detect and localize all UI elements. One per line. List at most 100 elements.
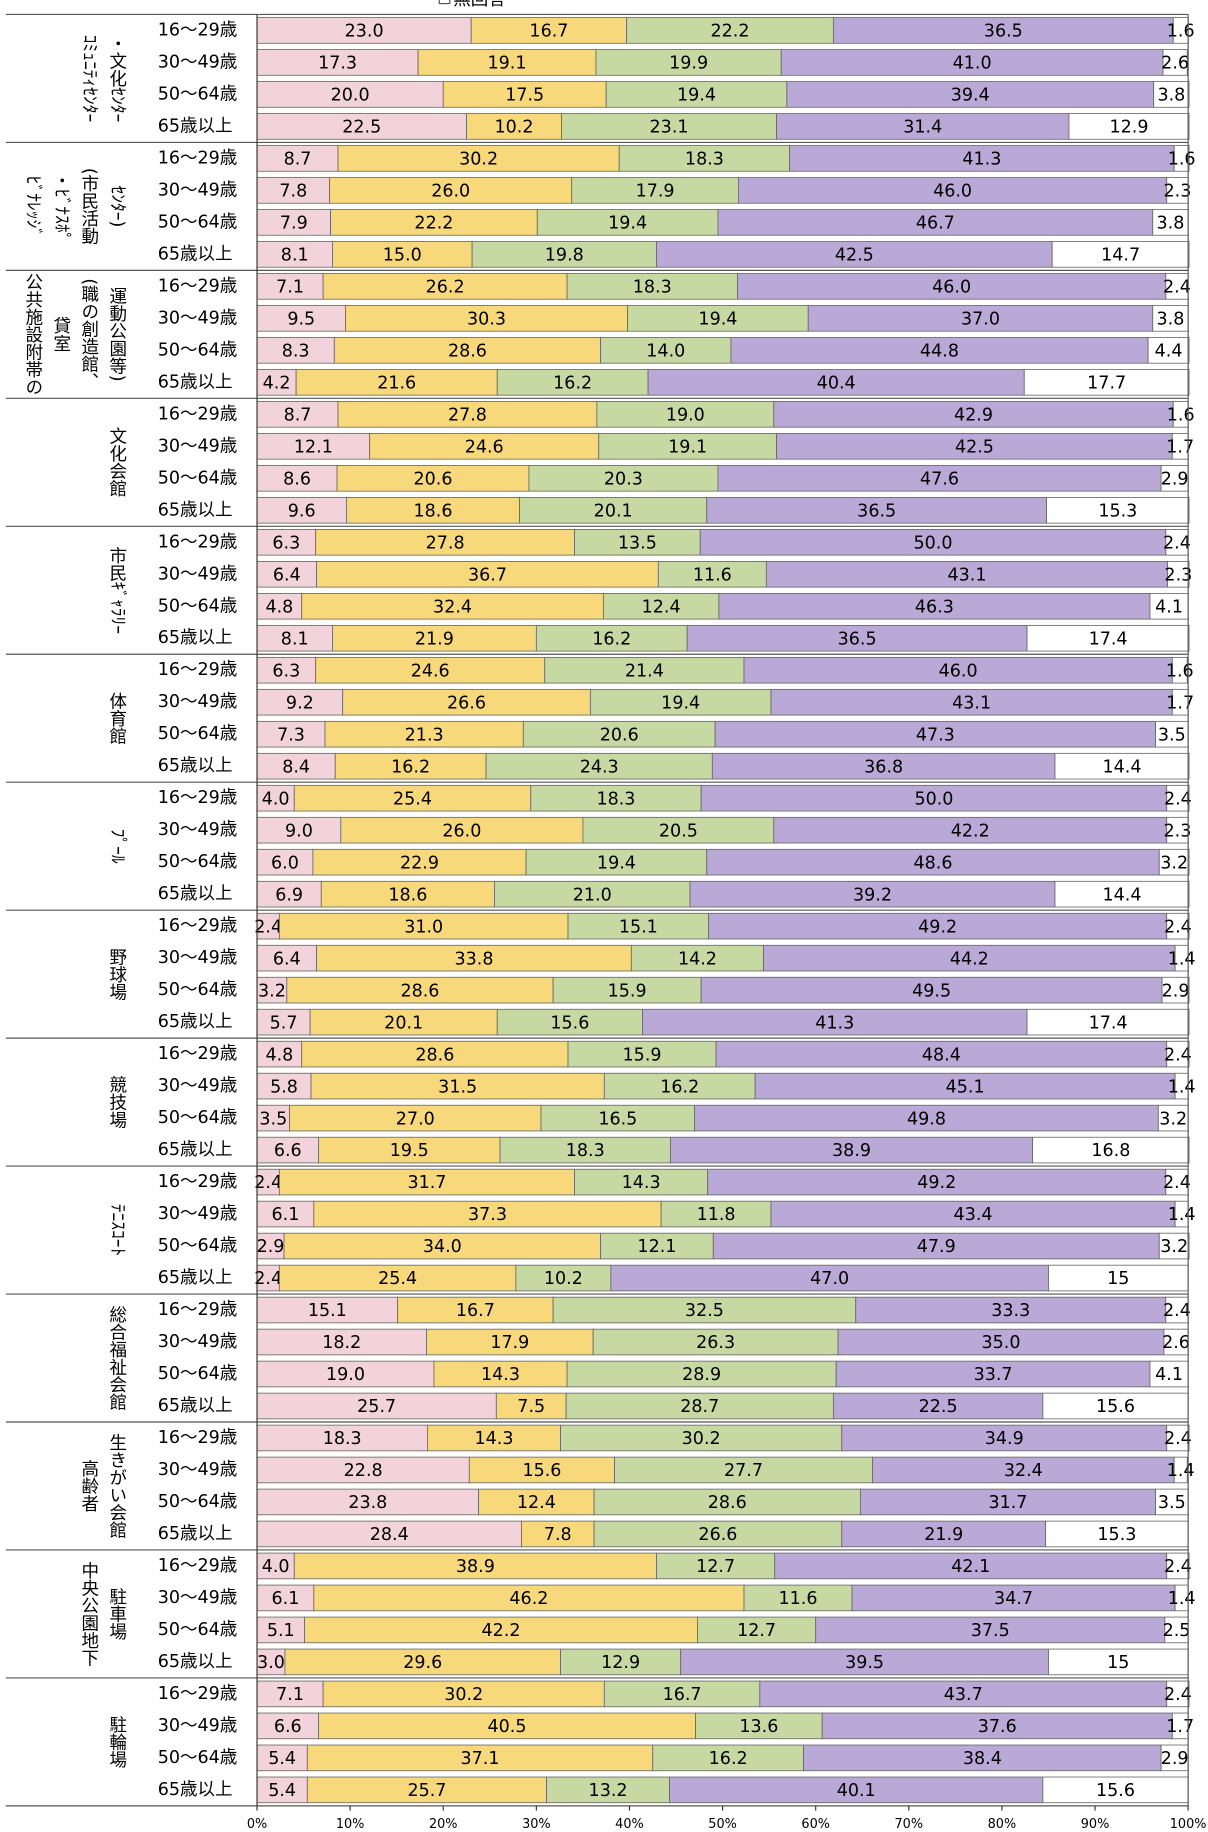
value-label: 19.9 (669, 54, 708, 74)
bar-segment (256, 529, 317, 556)
value-label: 31.7 (988, 1493, 1027, 1513)
value-label: 39.2 (853, 885, 892, 905)
value-label: 1.4 (1168, 949, 1196, 969)
bar-segment (1166, 1040, 1190, 1068)
value-label: 15.6 (1096, 1781, 1135, 1801)
bar-segment (256, 401, 339, 428)
value-label: 26.0 (442, 821, 481, 841)
category-label: 16～29歳 (158, 532, 238, 552)
bar-segment (743, 656, 1173, 684)
bar-segment (515, 1264, 612, 1292)
value-label: 48.6 (914, 853, 953, 873)
value-label: 19.8 (545, 246, 584, 266)
bar-segment (1166, 1424, 1190, 1452)
bar-segment (669, 1776, 1044, 1804)
value-label: 29.6 (403, 1653, 442, 1673)
value-label: 34.9 (985, 1429, 1024, 1449)
bar-segment (567, 912, 710, 940)
bar-segment (278, 1168, 575, 1196)
value-label: 6.3 (272, 661, 300, 681)
bar-segment (1158, 848, 1190, 876)
bar-segment (835, 1360, 1151, 1388)
bar-segment (322, 1680, 605, 1708)
bar-segment (278, 912, 569, 940)
bar-segment (660, 1200, 772, 1228)
bar-segment (320, 880, 495, 908)
value-label: 2.4 (1164, 1429, 1192, 1449)
value-label: 14.0 (646, 342, 685, 362)
bar-segment (859, 1488, 1156, 1516)
value-label: 8.3 (282, 342, 310, 362)
value-label: 20.5 (659, 821, 698, 841)
bar-segment (561, 113, 777, 140)
value-label: 16.7 (663, 1685, 702, 1705)
bar-segment (837, 1328, 1165, 1356)
bar-segment (686, 624, 1028, 652)
value-label: 14.4 (1103, 885, 1142, 905)
bar-segment (306, 1776, 548, 1804)
value-label: 2.4 (1164, 1045, 1192, 1065)
value-label: 7.5 (517, 1397, 545, 1417)
bar-segment (318, 1136, 501, 1164)
bar-segment (780, 49, 1164, 76)
value-label: 12.4 (517, 1493, 556, 1513)
bar-segment (256, 656, 317, 684)
value-label: 28.9 (682, 1365, 721, 1385)
category-label: 30～49歳 (158, 436, 238, 456)
value-label: 16.7 (529, 22, 568, 42)
category-label: 50～64歳 (158, 468, 238, 488)
value-label: 28.6 (448, 342, 487, 362)
bar-segment (1054, 880, 1190, 908)
group-label: ｺﾐｭﾆﾃｨｾﾝﾀｰ (79, 35, 99, 123)
value-label: 5.8 (270, 1077, 298, 1097)
value-label: 13.5 (618, 533, 657, 553)
value-label: 47.9 (917, 1237, 956, 1257)
value-label: 46.3 (915, 597, 954, 617)
bar-segment (315, 529, 575, 556)
bar-segment (342, 688, 591, 716)
value-label: 44.8 (920, 342, 959, 362)
bar-segment (1171, 656, 1188, 684)
category-label: 50～64歳 (158, 1108, 238, 1128)
bar-segment (417, 49, 597, 76)
value-label: 2.4 (1164, 1685, 1192, 1705)
value-label: 19.0 (666, 405, 705, 425)
bar-segment (1160, 465, 1189, 492)
value-label: 4.0 (262, 1557, 290, 1577)
bar-segment (256, 1488, 480, 1516)
value-label: 2.9 (257, 1237, 285, 1257)
value-label: 48.4 (922, 1045, 961, 1065)
group-label: 総合福祉会館 (107, 1305, 127, 1410)
bar-segment (602, 592, 720, 620)
x-tick-label: 40% (615, 1817, 644, 1832)
value-label: 42.2 (481, 1621, 520, 1641)
bar-segment (284, 1648, 561, 1676)
value-label: 16.2 (391, 757, 430, 777)
category-label: 65歳以上 (158, 1524, 233, 1544)
bar-segment (642, 1008, 1028, 1036)
value-label: 8.1 (281, 246, 309, 266)
value-label: 3.8 (1157, 214, 1185, 234)
bar-segment (1152, 209, 1189, 236)
value-label: 19.4 (608, 214, 647, 234)
bar-segment (706, 497, 1048, 524)
value-label: 32.4 (433, 597, 472, 617)
value-label: 15.0 (383, 246, 422, 266)
value-label: 8.6 (283, 469, 311, 489)
category-label: 16～29歳 (158, 1684, 238, 1704)
value-label: 15.9 (623, 1045, 662, 1065)
bar-segment (743, 1584, 853, 1612)
category-label: 30～49歳 (158, 1588, 238, 1608)
value-label: 2.4 (1164, 789, 1192, 809)
category-label: 16～29歳 (158, 1300, 238, 1320)
bar-segment (256, 848, 314, 876)
bar-segment (256, 497, 347, 524)
value-label: 20.6 (414, 469, 453, 489)
group-label: 公共施設附帯の (23, 273, 43, 396)
value-label: 33.3 (991, 1301, 1030, 1321)
bar-segment (598, 433, 777, 460)
bar-segment (1026, 624, 1190, 652)
value-label: 25.7 (407, 1781, 446, 1801)
category-label: 16～29歳 (158, 660, 238, 680)
value-label: 16.7 (456, 1301, 495, 1321)
